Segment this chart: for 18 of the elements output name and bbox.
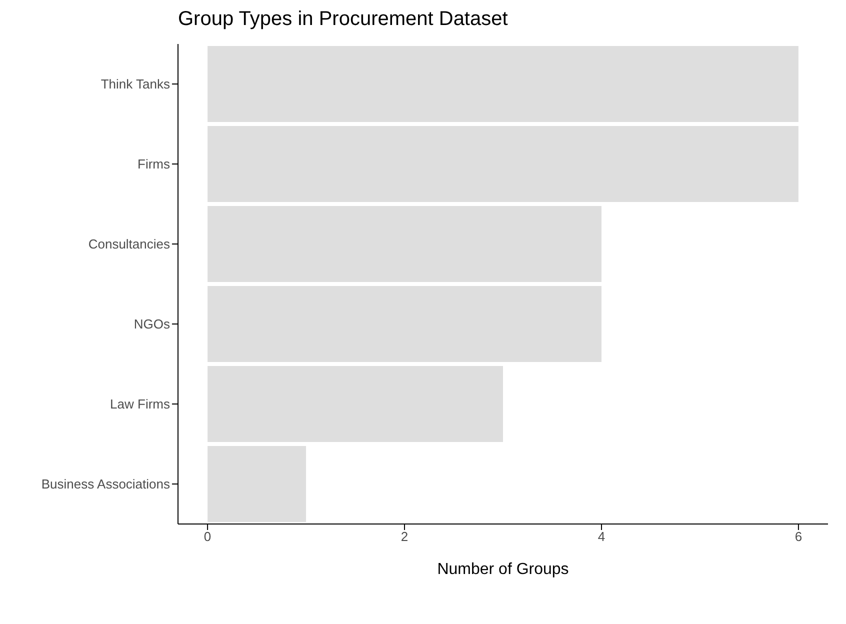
bar xyxy=(208,286,602,362)
bar xyxy=(208,126,798,202)
y-tick-label: Firms xyxy=(138,156,170,172)
chart-title: Group Types in Procurement Dataset xyxy=(178,8,509,32)
x-tick-label: 4 xyxy=(598,529,606,544)
x-tick-label: 6 xyxy=(794,529,802,544)
bar xyxy=(208,206,602,282)
y-tick-label: Consultancies xyxy=(88,236,170,252)
y-tick-label: Business Associations xyxy=(41,476,170,492)
x-axis-title: Number of Groups xyxy=(437,561,569,578)
x-tick-label: 0 xyxy=(204,529,212,544)
y-tick-label: NGOs xyxy=(134,316,170,332)
bar xyxy=(208,446,306,522)
x-tick-label: 2 xyxy=(400,529,408,544)
y-tick-label: Law Firms xyxy=(110,396,170,412)
y-tick-label: Think Tanks xyxy=(100,76,170,92)
bar xyxy=(208,366,503,442)
bar xyxy=(208,46,798,122)
